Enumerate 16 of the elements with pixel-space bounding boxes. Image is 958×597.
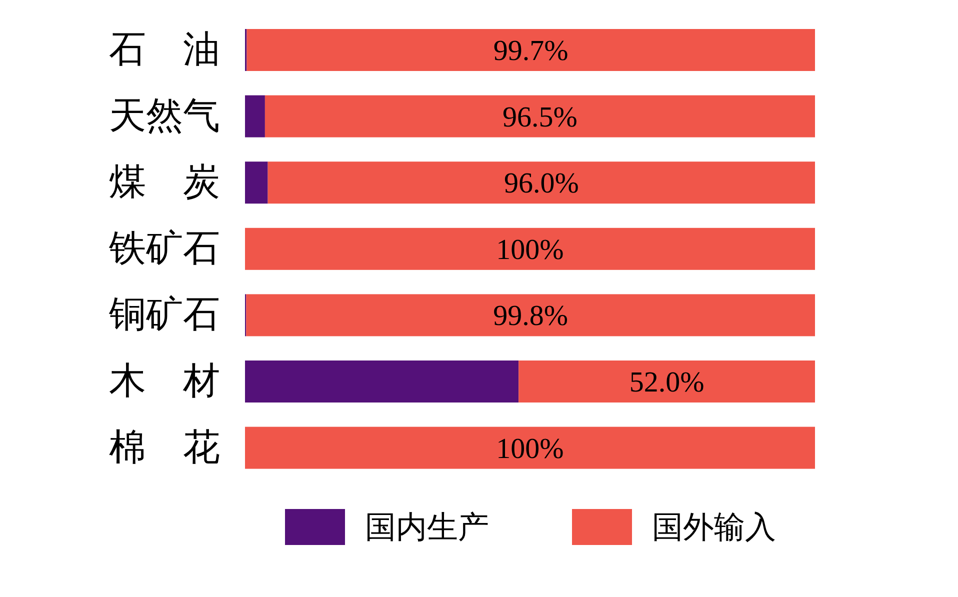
legend-label: 国外输入	[652, 510, 776, 544]
y-tick-label: 铜矿石	[108, 294, 220, 336]
data-label: 96.5%	[502, 101, 578, 134]
data-label: 99.8%	[493, 300, 568, 332]
data-label: 99.7%	[493, 35, 568, 67]
y-tick-label: 铁矿石	[108, 228, 220, 270]
data-label: 100%	[496, 432, 564, 465]
y-tick-label: 煤 炭	[109, 162, 220, 204]
y-tick-label: 棉 花	[109, 427, 220, 468]
legend-label: 国内生产	[365, 510, 489, 544]
y-tick-label: 天然气	[109, 96, 220, 137]
y-tick-label: 石 油	[109, 30, 220, 70]
data-label: 52.0%	[629, 366, 704, 398]
data-label: 96.0%	[504, 168, 579, 200]
data-label: 100%	[496, 234, 564, 266]
y-tick-label: 木 材	[109, 361, 220, 402]
